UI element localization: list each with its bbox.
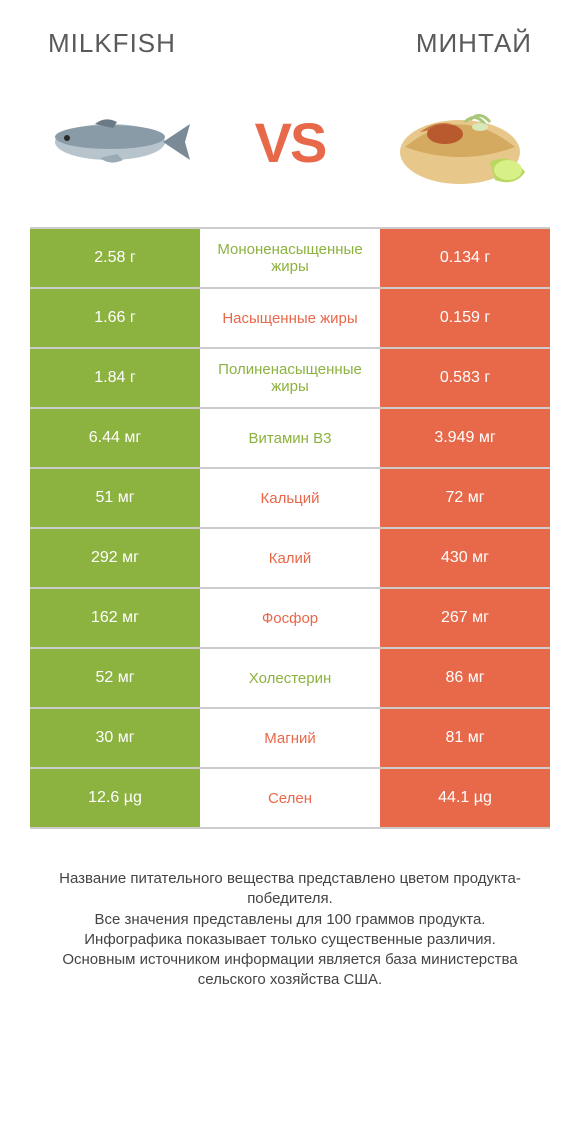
- left-value-cell: 12.6 µg: [30, 769, 200, 827]
- left-food-image: [40, 87, 200, 197]
- nutrition-table: 2.58 гМононенасыщенные жиры0.134 г1.66 г…: [30, 227, 550, 829]
- right-value-cell: 0.134 г: [380, 229, 550, 287]
- table-row: 30 мгМагний81 мг: [30, 709, 550, 769]
- table-row: 12.6 µgСелен44.1 µg: [30, 769, 550, 829]
- right-value-cell: 430 мг: [380, 529, 550, 587]
- footer-notes: Название питательного вещества представл…: [0, 829, 580, 991]
- nutrient-label: Полиненасыщенные жиры: [200, 349, 380, 407]
- nutrient-label: Холестерин: [200, 649, 380, 707]
- table-row: 52 мгХолестерин86 мг: [30, 649, 550, 709]
- left-value-cell: 162 мг: [30, 589, 200, 647]
- right-value-cell: 3.949 мг: [380, 409, 550, 467]
- right-value-cell: 72 мг: [380, 469, 550, 527]
- nutrient-label: Насыщенные жиры: [200, 289, 380, 347]
- table-row: 1.84 гПолиненасыщенные жиры0.583 г: [30, 349, 550, 409]
- nutrient-label: Витамин B3: [200, 409, 380, 467]
- left-value-cell: 30 мг: [30, 709, 200, 767]
- table-row: 292 мгКалий430 мг: [30, 529, 550, 589]
- table-row: 2.58 гМононенасыщенные жиры0.134 г: [30, 229, 550, 289]
- right-value-cell: 44.1 µg: [380, 769, 550, 827]
- footer-line: Все значения представлены для 100 граммо…: [30, 910, 550, 930]
- table-row: 1.66 гНасыщенные жиры0.159 г: [30, 289, 550, 349]
- right-food-title: МИНТАЙ: [416, 28, 532, 59]
- right-value-cell: 81 мг: [380, 709, 550, 767]
- nutrient-label: Магний: [200, 709, 380, 767]
- left-value-cell: 2.58 г: [30, 229, 200, 287]
- vs-label: VS: [255, 110, 326, 175]
- hero-row: VS: [0, 69, 580, 227]
- right-value-cell: 86 мг: [380, 649, 550, 707]
- nutrient-label: Калий: [200, 529, 380, 587]
- footer-line: Название питательного вещества представл…: [30, 869, 550, 910]
- left-food-title: MILKFISH: [48, 28, 176, 59]
- nutrient-label: Селен: [200, 769, 380, 827]
- right-value-cell: 0.159 г: [380, 289, 550, 347]
- left-value-cell: 292 мг: [30, 529, 200, 587]
- fish-icon: [45, 112, 195, 172]
- nutrient-label: Мононенасыщенные жиры: [200, 229, 380, 287]
- header: MILKFISH МИНТАЙ: [0, 0, 580, 69]
- right-value-cell: 267 мг: [380, 589, 550, 647]
- left-value-cell: 1.84 г: [30, 349, 200, 407]
- left-value-cell: 1.66 г: [30, 289, 200, 347]
- right-value-cell: 0.583 г: [380, 349, 550, 407]
- taco-icon: [390, 92, 530, 192]
- left-value-cell: 52 мг: [30, 649, 200, 707]
- footer-line: Инфографика показывает только существенн…: [30, 930, 550, 950]
- table-row: 162 мгФосфор267 мг: [30, 589, 550, 649]
- footer-line: Основным источником информации является …: [30, 950, 550, 991]
- table-row: 51 мгКальций72 мг: [30, 469, 550, 529]
- right-food-image: [380, 87, 540, 197]
- nutrient-label: Фосфор: [200, 589, 380, 647]
- table-row: 6.44 мгВитамин B33.949 мг: [30, 409, 550, 469]
- left-value-cell: 51 мг: [30, 469, 200, 527]
- left-value-cell: 6.44 мг: [30, 409, 200, 467]
- nutrient-label: Кальций: [200, 469, 380, 527]
